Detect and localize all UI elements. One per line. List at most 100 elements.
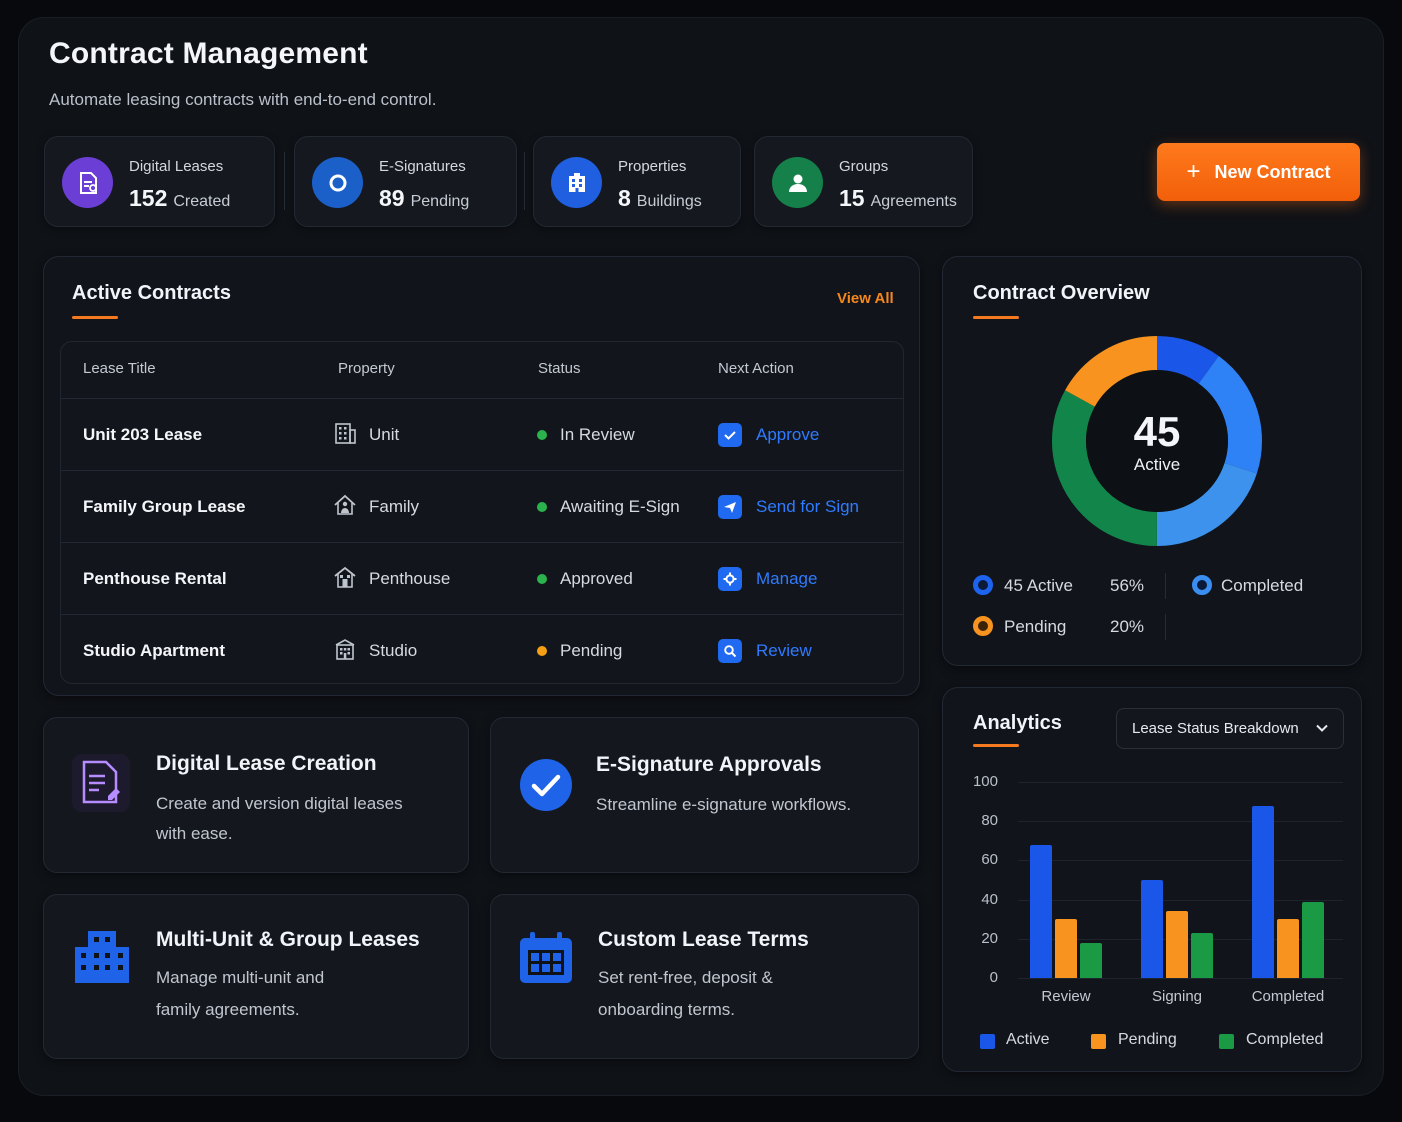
table-row[interactable]: Family Group Lease Family Awaiting E-Sig…: [61, 470, 903, 543]
legend-label: Completed: [1246, 1031, 1324, 1048]
bar-completed-review: [1080, 942, 1102, 978]
donut-segment-blue-mid: [1052, 336, 1262, 546]
check-circle-icon: [519, 758, 573, 817]
x-tick-label: Review: [1041, 988, 1091, 1005]
title-underline: [72, 316, 118, 319]
building-icon: [551, 157, 602, 208]
feature-desc-line: family agreements.: [156, 1000, 300, 1019]
family-home-icon: [333, 493, 357, 522]
property-label: Family: [369, 497, 420, 516]
legend-swatch-pending: [1091, 1034, 1106, 1049]
house-icon: [333, 565, 357, 594]
legend-label-pending: Pending: [1004, 617, 1067, 636]
new-contract-button[interactable]: + New Contract: [1157, 143, 1360, 201]
y-tick-label: 100: [972, 773, 998, 790]
property-label: Penthouse: [369, 569, 451, 588]
document-edit-icon: [72, 754, 130, 817]
apartment-grid-icon: [74, 929, 130, 990]
gridline: [1018, 978, 1343, 979]
legend-label: Pending: [1118, 1031, 1177, 1048]
title-underline: [973, 316, 1019, 319]
donut-center-value: 45: [1133, 408, 1181, 455]
property-label: Studio: [369, 641, 418, 660]
stat-card-properties[interactable]: Properties 8 Buildings: [533, 136, 741, 227]
column-header[interactable]: Property: [338, 360, 395, 377]
send-for-sign-action[interactable]: Send for Sign: [718, 471, 859, 543]
column-header[interactable]: Lease Title: [83, 360, 156, 377]
status-cell: In Review: [537, 399, 635, 471]
gear-icon: [718, 567, 742, 591]
feature-title: Multi-Unit & Group Leases: [156, 928, 420, 951]
feature-card-custom-terms[interactable]: Custom Lease Terms Set rent-free, deposi…: [490, 894, 919, 1059]
donut-segment-orange: [1052, 336, 1262, 546]
column-header[interactable]: Status: [538, 360, 581, 377]
lease-title: Penthouse Rental: [83, 569, 227, 588]
stat-value: 15 Agreements: [839, 185, 957, 211]
chart-breakdown-select[interactable]: Lease Status Breakdown: [1116, 708, 1344, 749]
divider: [524, 152, 525, 210]
feature-desc-line: with ease.: [156, 824, 233, 843]
y-tick-label: 80: [981, 812, 998, 830]
review-action[interactable]: Review: [718, 615, 812, 683]
feature-card-digital-lease[interactable]: Digital Lease Creation Create and versio…: [43, 717, 469, 873]
check-icon: [718, 423, 742, 447]
contracts-table: Lease Title Property Status Next Action …: [60, 341, 904, 684]
title-underline: [973, 744, 1019, 747]
search-icon: [718, 639, 742, 663]
property-cell: Family: [333, 471, 419, 543]
y-tick-label: 20: [981, 929, 998, 947]
view-all-link[interactable]: View All: [837, 290, 894, 307]
column-header[interactable]: Next Action: [718, 360, 794, 377]
stat-card-groups[interactable]: Groups 15 Agreements: [754, 136, 973, 227]
stat-label: Groups: [839, 158, 889, 175]
apartment-icon: [333, 637, 357, 666]
status-dot: [537, 646, 547, 656]
feature-card-multi-unit[interactable]: Multi-Unit & Group Leases Manage multi-u…: [43, 894, 469, 1059]
gridline: [1018, 821, 1343, 823]
stat-card-e-signatures[interactable]: E-Signatures 89 Pending: [294, 136, 517, 227]
donut-segment-blue-light: [1052, 336, 1262, 546]
legend-marker-pending: [973, 616, 993, 636]
feature-card-e-signature[interactable]: E-Signature Approvals Streamline e-signa…: [490, 717, 919, 873]
feature-desc-line: onboarding terms.: [598, 1000, 736, 1019]
donut-center-label: Active: [1133, 455, 1181, 474]
status-cell: Pending: [537, 615, 623, 683]
select-value: Lease Status Breakdown: [1132, 720, 1299, 737]
gridline: [1018, 782, 1343, 783]
status-cell: Awaiting E-Sign: [537, 471, 680, 543]
stat-label: Digital Leases: [129, 158, 224, 175]
y-tick-label: 0: [989, 969, 998, 986]
bar-completed-completed: [1302, 901, 1324, 978]
legend-swatch-active: [980, 1034, 995, 1049]
table-row[interactable]: Penthouse Rental Penthouse Approved Mana…: [61, 542, 903, 615]
bar-active-signing: [1141, 880, 1163, 978]
divider: [1165, 573, 1166, 599]
status-badge: Pending: [560, 641, 623, 660]
new-contract-label: New Contract: [1214, 161, 1331, 182]
donut-segment-green: [1052, 336, 1262, 546]
approve-action[interactable]: Approve: [718, 399, 819, 471]
feature-desc-line: Create and version digital leases: [156, 794, 403, 813]
property-cell: Penthouse: [333, 543, 450, 615]
action-label: Send for Sign: [756, 497, 860, 516]
status-badge: Awaiting E-Sign: [560, 497, 680, 516]
bar-pending-completed: [1277, 919, 1299, 978]
status-badge: In Review: [560, 425, 635, 444]
analytics-panel: [942, 687, 1362, 1072]
status-badge: Approved: [560, 569, 633, 588]
chevron-down-icon: [1315, 721, 1329, 739]
legend-pct-active: 56%: [1110, 576, 1145, 595]
stat-card-digital-leases[interactable]: Digital Leases 152 Created: [44, 136, 275, 227]
stat-value: 89 Pending: [379, 185, 470, 211]
status-cell: Approved: [537, 543, 633, 615]
table-row[interactable]: Studio Apartment Studio Pending Review: [61, 614, 903, 683]
bar-pending-signing: [1166, 911, 1188, 978]
table-row[interactable]: Unit 203 Lease Unit In Review Approve: [61, 398, 903, 471]
manage-action[interactable]: Manage: [718, 543, 817, 615]
feature-title: Custom Lease Terms: [598, 928, 809, 951]
property-cell: Unit: [333, 399, 399, 471]
legend-marker-completed: [1192, 575, 1212, 595]
send-icon: [718, 495, 742, 519]
status-dot: [537, 430, 547, 440]
calendar-icon: [519, 931, 573, 990]
